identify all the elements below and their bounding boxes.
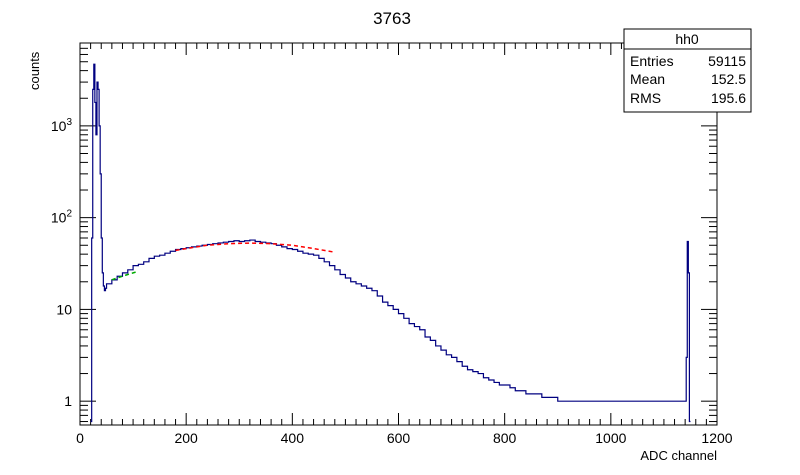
y-tick-label: 103 bbox=[51, 117, 73, 134]
y-tick-label: 1 bbox=[64, 393, 72, 409]
stats-rms-value: 195.6 bbox=[711, 90, 746, 106]
stats-box: hh0 Entries 59115 Mean 152.5 RMS 195.6 bbox=[623, 28, 752, 113]
plot-frame bbox=[79, 42, 718, 426]
axis-ticks bbox=[79, 42, 718, 425]
x-tick-label: 400 bbox=[281, 430, 305, 446]
stats-entries-value: 59115 bbox=[708, 53, 746, 69]
x-tick-label: 0 bbox=[76, 430, 84, 446]
fit-curve bbox=[175, 242, 335, 253]
chart-title: 3763 bbox=[373, 9, 411, 28]
y-axis-label: counts bbox=[27, 51, 42, 90]
y-tick-labels: 1 10 102 103 bbox=[51, 117, 73, 409]
x-tick-label: 1000 bbox=[595, 430, 626, 446]
x-axis-label: ADC channel bbox=[640, 448, 717, 463]
x-tick-label: 200 bbox=[174, 430, 198, 446]
stats-mean-label: Mean bbox=[630, 71, 665, 87]
stats-mean-value: 152.5 bbox=[711, 71, 746, 87]
stats-rms-label: RMS bbox=[630, 90, 661, 106]
data-series bbox=[90, 63, 691, 423]
fit-curve-secondary bbox=[111, 270, 139, 281]
x-tick-label: 600 bbox=[387, 430, 411, 446]
x-tick-labels: 0 200 400 600 800 1000 1200 bbox=[76, 430, 733, 446]
y-tick-label: 10 bbox=[56, 301, 72, 317]
x-tick-label: 1200 bbox=[701, 430, 732, 446]
y-tick-label: 102 bbox=[51, 209, 73, 226]
stats-box-title: hh0 bbox=[675, 31, 699, 47]
x-tick-label: 800 bbox=[493, 430, 517, 446]
histogram-line bbox=[90, 63, 691, 423]
stats-entries-label: Entries bbox=[630, 53, 674, 69]
